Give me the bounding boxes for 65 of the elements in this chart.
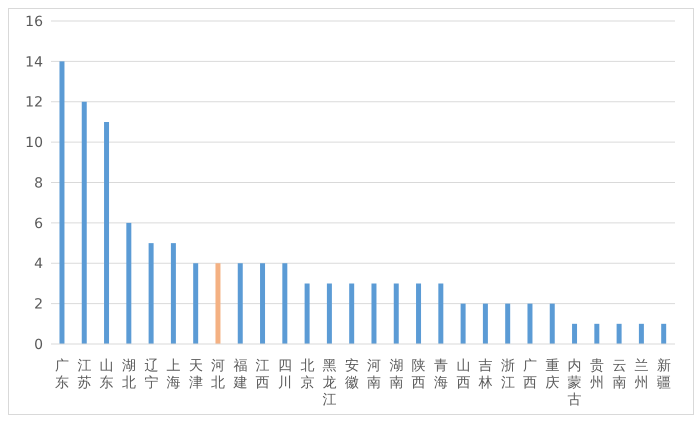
- x-tick-label: 辽宁: [144, 358, 158, 391]
- bar: [438, 283, 444, 344]
- y-tick-label: 8: [34, 175, 43, 192]
- bar: [661, 324, 666, 344]
- y-tick-label: 4: [34, 256, 44, 272]
- x-tick-label: 内蒙古: [568, 358, 582, 408]
- bar: [550, 304, 555, 344]
- x-tick-label: 安徽: [344, 358, 359, 391]
- bar: [349, 283, 354, 344]
- bar: [215, 263, 220, 344]
- bar: [148, 243, 154, 344]
- bar: [416, 283, 422, 344]
- x-tick-label: 青海: [434, 358, 448, 391]
- x-tick-label: 北京: [300, 358, 314, 391]
- x-tick-label: 广西: [523, 358, 538, 391]
- bar: [193, 263, 198, 344]
- x-tick-label: 吉林: [478, 358, 493, 391]
- bar: [638, 324, 644, 344]
- x-tick-label: 贵州: [590, 358, 604, 391]
- y-tick-label: 2: [34, 296, 43, 313]
- bar: [616, 324, 622, 344]
- x-tick-label: 云南: [612, 358, 626, 391]
- y-tick-label: 12: [25, 94, 43, 111]
- x-tick-label: 湖南: [389, 358, 404, 391]
- x-tick-label: 江西: [256, 358, 270, 391]
- bar: [371, 283, 376, 344]
- bar: [594, 324, 600, 344]
- bar: [282, 263, 288, 344]
- bar: [394, 283, 399, 344]
- bar: [170, 243, 176, 344]
- x-tick-label: 重庆: [545, 358, 560, 391]
- bar: [460, 304, 466, 344]
- bar: [326, 283, 332, 344]
- x-tick-label: 江苏: [77, 358, 92, 391]
- bar: [104, 122, 110, 344]
- x-tick-label: 兰州: [634, 358, 649, 391]
- bar: [126, 222, 132, 344]
- x-tick-label: 山东: [100, 358, 114, 391]
- y-tick-label: 14: [25, 54, 44, 70]
- x-tick-label: 四川: [278, 358, 292, 391]
- x-tick-label: 河南: [367, 358, 382, 391]
- y-tick-label: 6: [34, 216, 44, 232]
- x-tick-label: 浙江: [500, 358, 515, 391]
- x-tick-label: 黑龙江: [322, 358, 337, 408]
- bar: [260, 263, 266, 344]
- bar: [304, 283, 310, 344]
- bar: [527, 304, 532, 344]
- x-tick-label: 福建: [232, 358, 248, 391]
- bar: [572, 324, 578, 344]
- y-tick-label: 0: [34, 336, 43, 353]
- x-tick-label: 新疆: [656, 358, 671, 391]
- x-tick-label: 陕西: [412, 358, 426, 391]
- x-tick-label: 山西: [456, 358, 470, 391]
- y-tick-label: 16: [25, 14, 44, 30]
- x-tick-label: 广东: [55, 358, 70, 391]
- bar: [82, 102, 87, 344]
- x-tick-label: 河北: [211, 358, 226, 391]
- x-tick-label: 天津: [188, 358, 203, 391]
- bar: [505, 304, 510, 344]
- x-tick-label: 上海: [166, 358, 181, 391]
- bar: [59, 61, 64, 344]
- y-tick-label: 10: [25, 135, 43, 152]
- x-tick-label: 湖北: [122, 358, 136, 391]
- bar: [238, 263, 243, 344]
- bar: [482, 304, 488, 344]
